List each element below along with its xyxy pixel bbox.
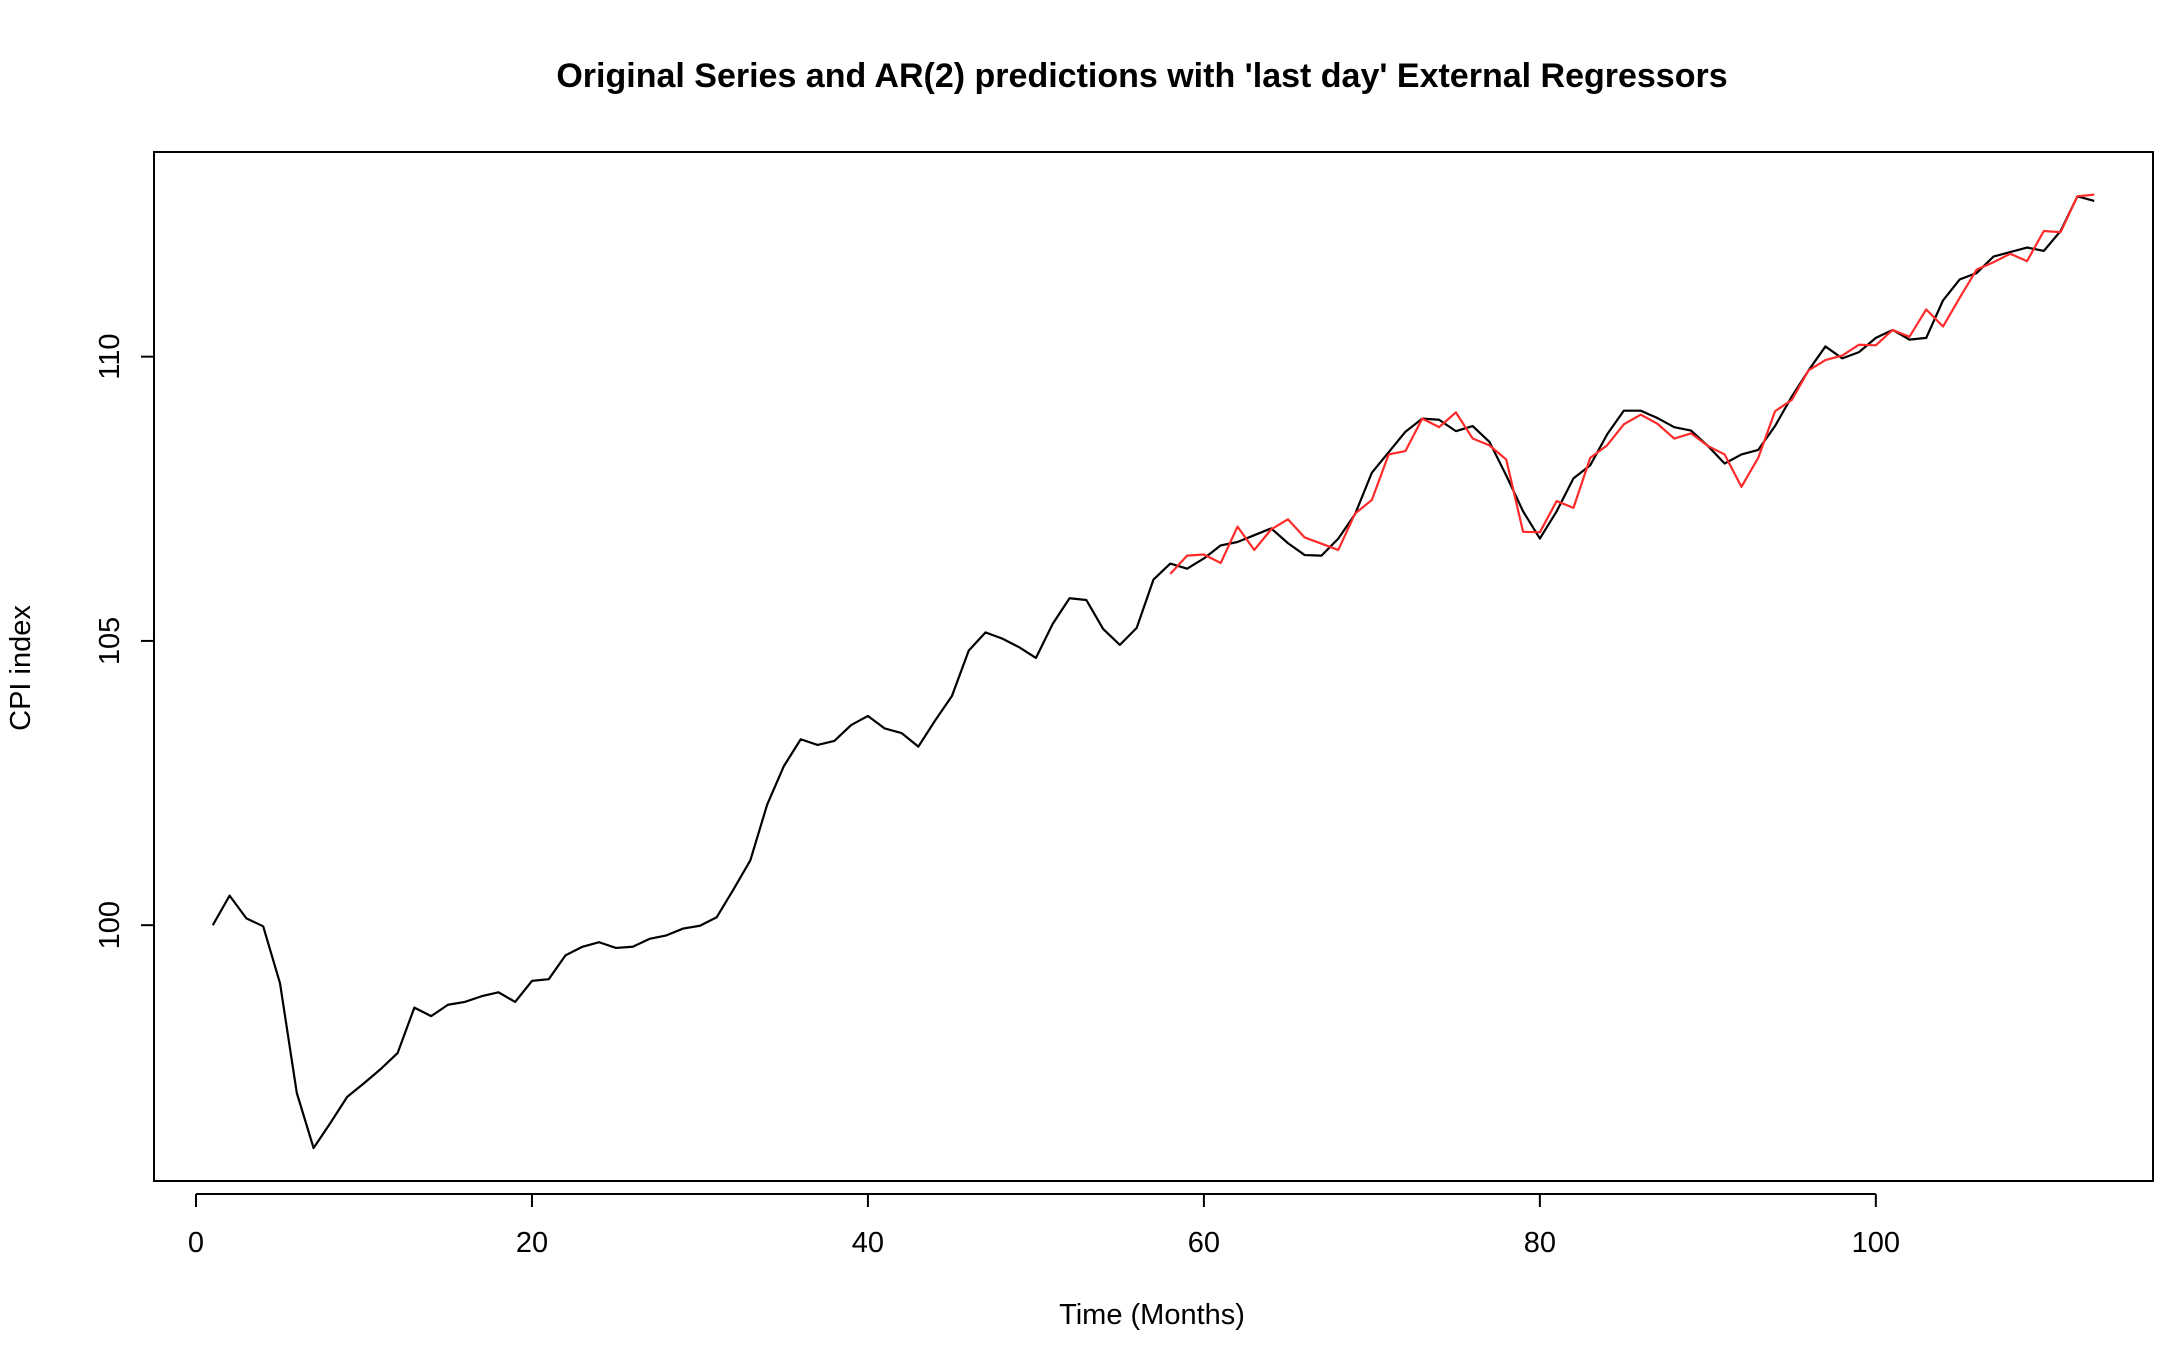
y-axis-label: CPI index bbox=[5, 605, 37, 731]
chart-title: Original Series and AR(2) predictions wi… bbox=[556, 57, 1727, 95]
x-tick-label: 0 bbox=[188, 1227, 204, 1259]
y-tick-label: 100 bbox=[94, 901, 126, 949]
x-tick-label: 40 bbox=[852, 1227, 884, 1259]
plot-area-frame bbox=[153, 151, 2154, 1182]
x-tick-label: 100 bbox=[1852, 1227, 1900, 1259]
x-axis-label: Time (Months) bbox=[1059, 1299, 1245, 1331]
x-axis: 0 20 40 60 80 100 bbox=[188, 1193, 1900, 1259]
series-layer bbox=[211, 193, 2095, 1150]
y-tick-label: 110 bbox=[94, 334, 126, 380]
y-tick-label: 105 bbox=[94, 617, 126, 665]
y-axis: 100 105 110 bbox=[94, 334, 155, 949]
x-tick-label: 20 bbox=[516, 1227, 548, 1259]
x-tick-label: 60 bbox=[1188, 1227, 1220, 1259]
x-tick-label: 80 bbox=[1524, 1227, 1556, 1259]
series-line-2 bbox=[1169, 193, 2095, 575]
series-line-1 bbox=[211, 195, 2095, 1150]
